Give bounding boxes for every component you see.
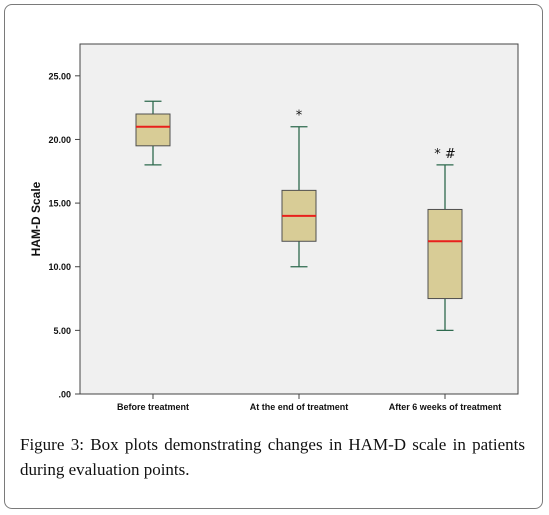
y-axis-label: HAM-D Scale [29, 181, 43, 256]
box-series: * * # [135, 100, 463, 332]
y-tick-label: 15.00 [48, 199, 71, 209]
y-tick-label: .00 [58, 390, 71, 400]
y-tick-label: 25.00 [48, 71, 71, 81]
x-axis: Before treatment At the end of treatment A… [117, 394, 501, 412]
figure-label: Figure 3: [20, 435, 84, 454]
significance-marker: * # [434, 147, 456, 162]
figure-caption: Figure 3: Box plots demonstrating change… [20, 432, 525, 482]
significance-marker: * [296, 109, 303, 124]
boxplot-chart: .00 5.00 10.00 15.00 20.00 25.00 * * # Before … [29, 43, 519, 412]
x-tick-label: At the end of treatment [250, 402, 349, 412]
y-axis: .00 5.00 10.00 15.00 20.00 25.00 [48, 71, 80, 400]
iqr-box [427, 208, 463, 300]
box-2: * [281, 109, 317, 268]
y-tick-label: 20.00 [48, 135, 71, 145]
box-1 [135, 100, 171, 166]
box-3: * # [427, 147, 463, 332]
x-tick-label: After 6 weeks of treatment [389, 402, 502, 412]
x-tick-label: Before treatment [117, 402, 189, 412]
caption-text: Box plots demonstrating changes in HAM-D… [20, 435, 525, 479]
y-tick-label: 5.00 [53, 326, 71, 336]
y-tick-label: 10.00 [48, 262, 71, 272]
iqr-box [135, 113, 171, 147]
